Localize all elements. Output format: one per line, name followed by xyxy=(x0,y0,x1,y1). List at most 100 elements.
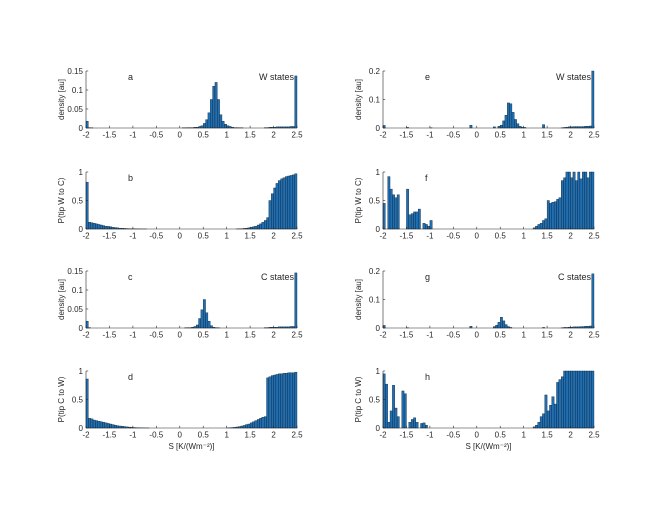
bar xyxy=(97,420,101,429)
x-tick-label: 2.5 xyxy=(588,331,600,340)
bar xyxy=(116,425,119,429)
bar xyxy=(219,114,223,129)
bar xyxy=(392,385,395,429)
y-axis-label: P(tip C to W) xyxy=(57,376,66,422)
bar xyxy=(511,112,515,129)
x-tick-label: 0.5 xyxy=(495,331,507,340)
bar xyxy=(282,373,286,429)
bar xyxy=(546,200,550,230)
bar xyxy=(294,75,298,129)
x-tick-label: 2.5 xyxy=(291,131,303,140)
bar xyxy=(292,372,295,429)
x-tick-label: 1.5 xyxy=(245,331,257,340)
bar xyxy=(285,373,288,429)
x-tick-label: 2 xyxy=(568,431,573,440)
bar xyxy=(382,203,386,230)
x-tick-label: 0 xyxy=(475,431,480,440)
bar xyxy=(577,171,581,230)
bar xyxy=(207,112,211,129)
bar xyxy=(207,320,211,329)
x-tick-label: -2 xyxy=(379,232,387,241)
bar xyxy=(226,125,230,129)
bar xyxy=(90,418,94,429)
bar xyxy=(539,416,543,429)
bar xyxy=(294,173,298,230)
bar xyxy=(422,422,426,429)
bar xyxy=(413,211,416,230)
x-tick-label: 2.5 xyxy=(588,232,600,241)
bar xyxy=(85,320,89,329)
panel-annotation: C states xyxy=(261,272,295,282)
x-tick-label: -1.5 xyxy=(400,431,414,440)
bar xyxy=(382,125,386,129)
x-tick-label: -0.5 xyxy=(149,431,163,440)
y-tick-label: 0 xyxy=(376,124,381,133)
panel-f: -2 -1.5 -1 -0.5 0 0.5 1 1.5 2 2.5 0 0.5 1 P(tip W to … xyxy=(354,168,600,241)
bar xyxy=(572,171,576,230)
bar xyxy=(417,208,421,230)
bar xyxy=(102,422,105,429)
bar xyxy=(537,224,541,230)
x-tick-label: 1 xyxy=(521,331,526,340)
x-tick-label: 0 xyxy=(178,431,183,440)
bar xyxy=(256,224,260,230)
y-tick-label: 0 xyxy=(79,324,84,333)
bar xyxy=(561,376,564,429)
bar xyxy=(408,422,412,429)
bar xyxy=(553,403,557,429)
x-tick-label: -1.5 xyxy=(400,131,414,140)
bar xyxy=(278,180,281,230)
bar xyxy=(224,124,227,129)
panel-g: -2 -1.5 -1 -0.5 0 0.5 1 1.5 2 2.5 0 0.1 0.2 density [… xyxy=(354,267,600,340)
x-tick-label: 0 xyxy=(178,331,183,340)
bar xyxy=(565,171,569,230)
bar xyxy=(392,194,395,230)
x-tick-label: -0.5 xyxy=(149,131,163,140)
bar xyxy=(427,225,431,230)
bar xyxy=(387,176,391,230)
bar xyxy=(247,423,251,429)
x-tick-label: -0.5 xyxy=(446,131,460,140)
x-tick-label: 1.5 xyxy=(542,431,554,440)
bar xyxy=(535,424,538,429)
x-tick-label: 1.5 xyxy=(245,232,257,241)
panel-annotation: W states xyxy=(259,72,295,82)
bar xyxy=(429,220,433,230)
bar xyxy=(504,114,508,129)
bar xyxy=(198,318,202,329)
bar xyxy=(502,320,506,329)
bar xyxy=(287,175,291,230)
bar xyxy=(245,424,248,429)
bar xyxy=(109,423,112,429)
x-tick-label: -1 xyxy=(426,331,434,340)
x-tick-label: -2 xyxy=(379,431,387,440)
bar xyxy=(196,324,199,329)
bar xyxy=(382,373,386,429)
bar xyxy=(389,188,393,230)
x-tick-label: -1.5 xyxy=(103,331,117,340)
bar xyxy=(586,177,590,230)
panel-annotation: W states xyxy=(556,72,592,82)
bar xyxy=(591,273,595,329)
bar xyxy=(268,376,272,429)
x-tick-label: -0.5 xyxy=(446,232,460,241)
x-tick-label: 1.5 xyxy=(542,232,554,241)
bar xyxy=(113,424,117,429)
bar xyxy=(102,225,105,230)
bar xyxy=(249,422,253,429)
bar xyxy=(584,370,588,429)
bar xyxy=(539,223,543,230)
bar xyxy=(502,120,506,129)
bar xyxy=(568,171,571,230)
bar xyxy=(544,394,548,429)
bar xyxy=(271,193,274,230)
x-tick-label: 2.5 xyxy=(291,232,303,241)
x-tick-label: 2 xyxy=(271,431,276,440)
x-tick-label: -1.5 xyxy=(400,232,414,241)
bar xyxy=(558,197,562,230)
x-tick-label: 2 xyxy=(271,232,276,241)
bar xyxy=(410,419,414,429)
bar xyxy=(95,223,98,230)
x-tick-label: -1 xyxy=(129,232,137,241)
